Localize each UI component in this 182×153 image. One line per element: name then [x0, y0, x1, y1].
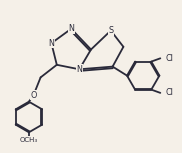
Text: O: O [30, 91, 37, 100]
Text: Cl: Cl [165, 54, 173, 63]
Text: N: N [76, 65, 82, 74]
Text: S: S [108, 26, 113, 35]
Text: Cl: Cl [165, 88, 173, 97]
Text: N: N [48, 39, 54, 48]
Text: OCH₃: OCH₃ [20, 136, 38, 142]
Text: N: N [68, 24, 74, 33]
